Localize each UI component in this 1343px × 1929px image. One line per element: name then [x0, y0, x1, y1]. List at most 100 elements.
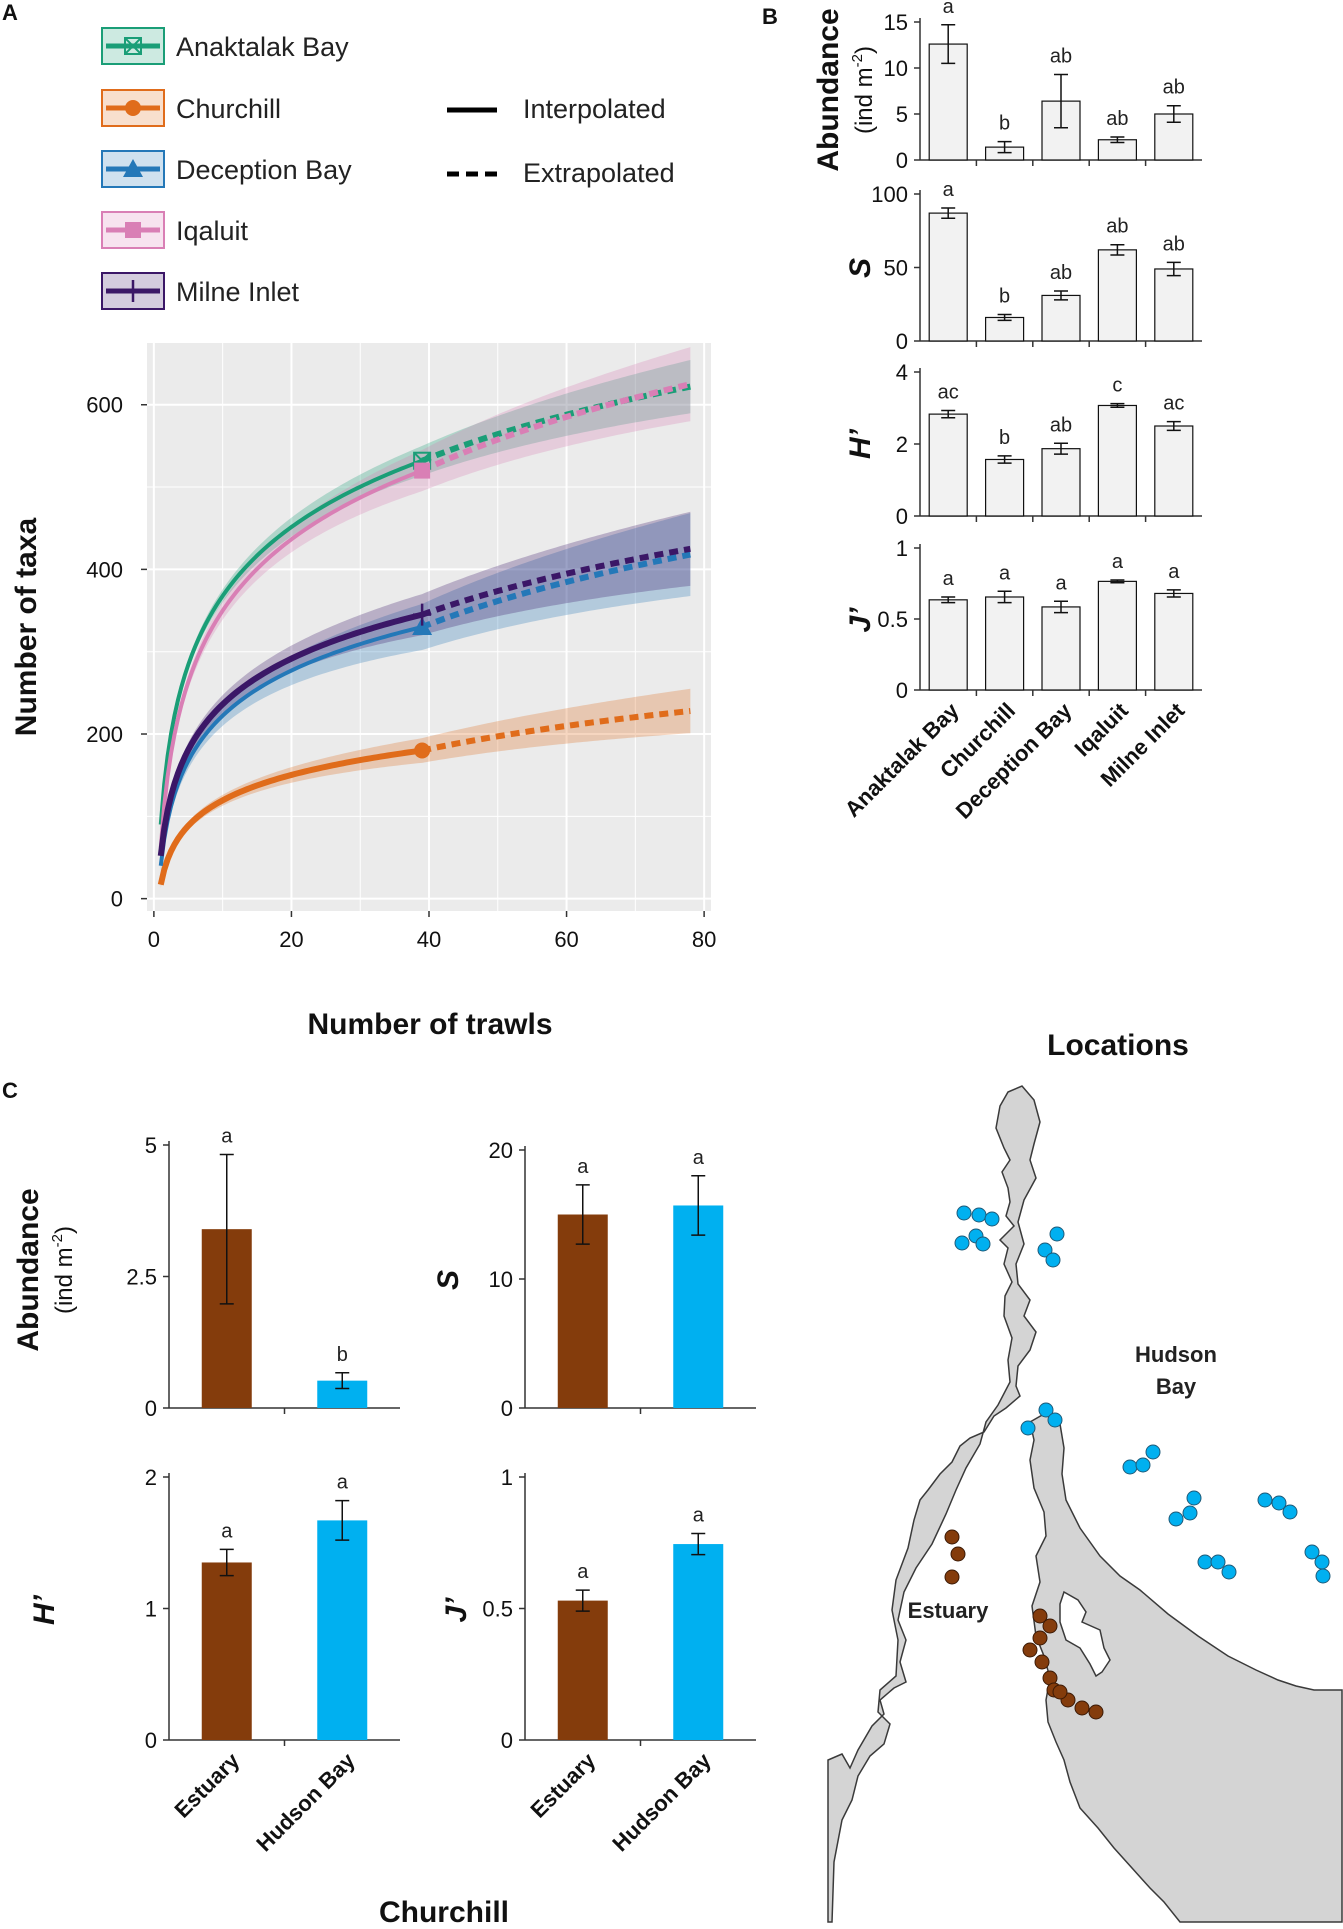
c-ytick-label-1-1: 10: [489, 1267, 513, 1292]
estuary-station-1: [950, 1546, 966, 1562]
hudson-bay-station-25: [1314, 1554, 1330, 1570]
c-x-axis-title: Churchill: [379, 1896, 509, 1929]
ci-ribbon-deception: [160, 513, 691, 872]
c-errorbar-1-0: [575, 1184, 590, 1245]
observed-point-iqaluit: [414, 462, 431, 479]
c-ylabel-2: H’: [28, 1594, 61, 1625]
c-ytick-label-1-0: 0: [501, 1396, 513, 1421]
c-sig-letter-0-0: a: [221, 1125, 233, 1147]
b-ytick-label-2-0: 0: [896, 504, 908, 529]
legend-label-deception: Deception Bay: [176, 155, 352, 185]
b-bar-2-4: [1154, 425, 1194, 517]
estuary-station-4: [1042, 1618, 1058, 1634]
legend-marker-churchill-shape: [125, 100, 141, 116]
b-ylabel-main-2: H’: [844, 428, 877, 459]
rarefaction-lines: [157, 381, 692, 886]
c-category-label-3-1: Hudson Bay: [607, 1747, 716, 1856]
c-bar-2-0: [201, 1562, 252, 1740]
b-ylabel-main-0: Abundance: [812, 8, 845, 171]
observed-point-milne: [413, 603, 432, 626]
c-ytick-label-1-2: 20: [489, 1138, 513, 1163]
c-ylabel-unit-text-0: (ind m: [51, 1247, 78, 1314]
b-sig-letter-1-1: b: [999, 286, 1010, 308]
legend-marker-iqaluit: [125, 222, 141, 238]
b-sig-letter-0-3: ab: [1106, 108, 1128, 130]
grid-a: [147, 343, 711, 911]
legend-marker-milne: [124, 280, 142, 302]
c-ytick-label-2-2: 2: [145, 1465, 157, 1490]
observed-markers: [412, 451, 433, 759]
hudson-bay-station-10: [1047, 1412, 1063, 1428]
b-ytick-label-3-0: 0: [896, 678, 908, 703]
b-bar-3-4: [1154, 592, 1194, 691]
c-ylabel-main-2: H’: [28, 1594, 61, 1625]
panel-label-a: A: [2, 0, 18, 25]
b-errorbar-3-1: [997, 590, 1012, 604]
b-subplot-3: 0 0.5 1 a a a a a J’: [844, 536, 1202, 703]
c-ylabel-1: S: [432, 1270, 465, 1290]
extrapolated-line-milne: [421, 545, 691, 618]
c-ylabel-main-0: Abundance: [12, 1188, 45, 1351]
c-subplot-2: 0 1 2 a a H’: [28, 1465, 400, 1753]
b-errorbar-1-1: [997, 313, 1012, 322]
b-ytick-label-3-1: 0.5: [877, 607, 908, 632]
y-tick-label-200: 200: [86, 722, 123, 747]
c-subplot-0: 0 2.5 5 a b Abundance (ind m-2): [12, 1125, 400, 1421]
b-sig-letter-3-4: a: [1168, 561, 1180, 583]
extrapolated-label: Extrapolated: [523, 158, 675, 188]
c-errorbar-1-1: [691, 1175, 706, 1236]
observed-point-milne-shape: [413, 603, 432, 626]
b-ylabel-unit-0: (ind m-2): [849, 46, 878, 134]
b-ytick-label-0-3: 15: [884, 10, 908, 35]
c-errorbar-3-0: [575, 1589, 590, 1612]
hudson-bay-station-17: [1186, 1490, 1202, 1506]
x-tick-label-20: 20: [279, 927, 303, 952]
hudson-bay-station-8: [1045, 1252, 1061, 1268]
b-errorbar-2-0: [941, 409, 956, 419]
b-bar-2-3: [1097, 404, 1138, 517]
hudson-bay-station-3: [954, 1235, 970, 1251]
b-errorbar-1-2: [1054, 290, 1068, 301]
c-sig-letter-0-1: b: [337, 1344, 348, 1366]
ci-ribbon-churchill: [160, 688, 691, 888]
line-style-legend: Interpolated Extrapolated: [447, 94, 675, 188]
estuary-station-13: [1052, 1684, 1068, 1700]
b-ylabel-main-1: S: [844, 258, 877, 278]
c-ytick-label-3-1: 0.5: [482, 1597, 513, 1622]
estuary-station-0: [944, 1529, 960, 1545]
legend-label-churchill: Churchill: [176, 94, 281, 124]
c-bar-2-1: [317, 1520, 368, 1740]
hudson-bay-station-12: [1122, 1459, 1138, 1475]
observed-point-deception-shape: [412, 617, 433, 635]
jetty: [1059, 1590, 1111, 1678]
x-tick-label-40: 40: [417, 927, 441, 952]
b-ylabel-close-0: ): [851, 46, 878, 54]
extrapolated-line-iqaluit: [420, 381, 692, 474]
b-sig-letter-1-3: ab: [1106, 216, 1128, 238]
b-ytick-label-0-0: 0: [896, 148, 908, 173]
b-sig-letter-2-2: ab: [1050, 414, 1072, 436]
y-axis-title-a: Number of taxa: [10, 518, 43, 737]
c-ylabel-0: Abundance (ind m-2): [12, 1188, 78, 1351]
c-errorbar-2-0: [219, 1548, 234, 1577]
x-tick-label-0: 0: [148, 927, 160, 952]
interpolated-line-milne: [157, 611, 423, 857]
c-sig-letter-1-1: a: [693, 1147, 705, 1169]
b-sig-letter-2-3: c: [1112, 375, 1122, 397]
b-bar-2-2: [1041, 448, 1081, 517]
b-ytick-label-0-2: 10: [884, 56, 908, 81]
hudson-bay-station-13: [1135, 1457, 1151, 1473]
hudson-bay-station-14: [1145, 1444, 1161, 1460]
b-ylabel-1: S: [844, 258, 877, 278]
b-bar-3-2: [1041, 606, 1081, 691]
map-label-hudson-1: Hudson: [1135, 1342, 1217, 1367]
c-ylabel-main-1: S: [432, 1270, 465, 1290]
map-label-estuary: Estuary: [908, 1598, 989, 1623]
legend-marker-iqaluit-shape: [125, 222, 141, 238]
b-sig-letter-2-0: ac: [938, 382, 959, 404]
hudson-bay-station-6: [1049, 1226, 1065, 1242]
b-bar-1-0: [928, 212, 968, 342]
axis-ticks-a: 0 20 40 60 80 0 200 400 600: [86, 393, 716, 952]
